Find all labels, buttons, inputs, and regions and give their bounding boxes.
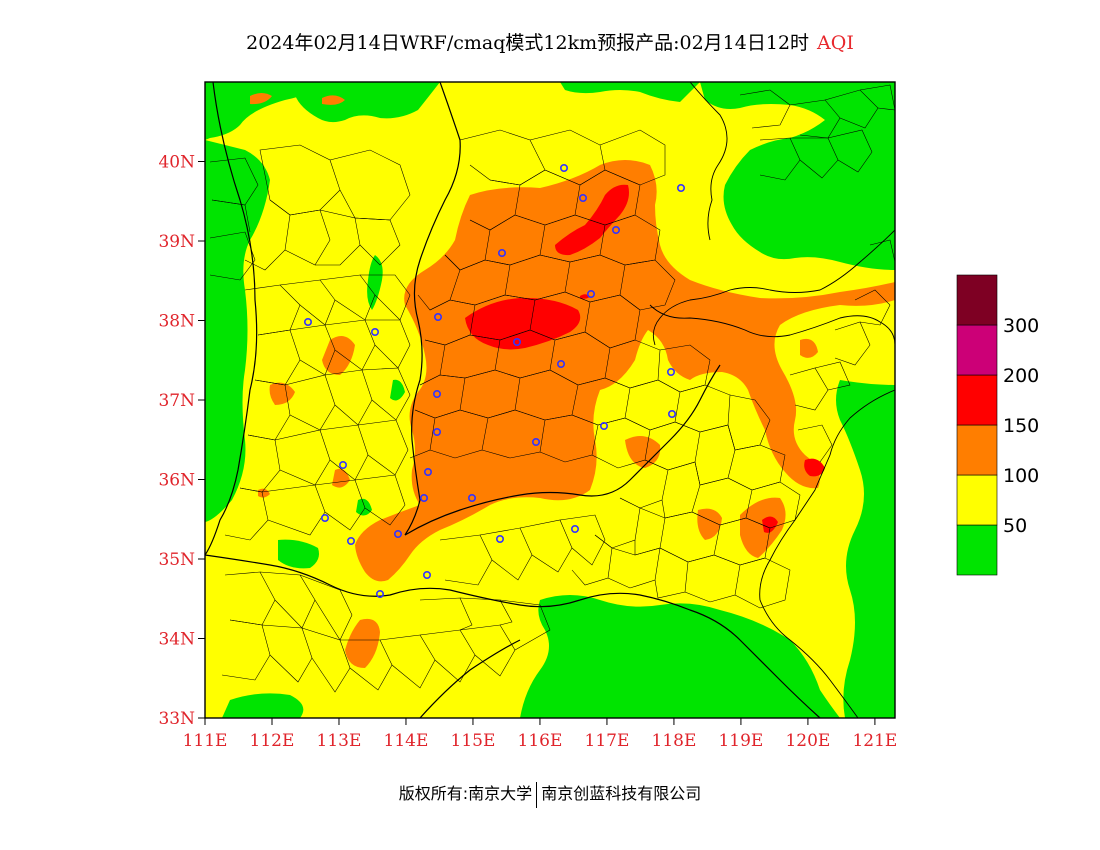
station-marker [586, 289, 595, 298]
lon-tick-label: 111E [183, 731, 228, 751]
aqi-legend: 50 100 150 200 300 [956, 274, 1039, 576]
station-marker [375, 589, 384, 598]
plot-area [205, 82, 895, 718]
legend-label: 300 [1003, 315, 1039, 337]
county-borders [209, 84, 895, 693]
station-marker [497, 249, 506, 258]
lat-tick-label: 34N [158, 630, 195, 650]
legend-label: 200 [1003, 365, 1039, 387]
copyright-owner: 版权所有:南京大学 [398, 784, 533, 803]
legend-swatch [956, 274, 998, 326]
station-marker [559, 164, 568, 173]
copyright-footer: 版权所有:南京大学 南京创蓝科技有限公司 [0, 780, 1100, 808]
legend-swatch [956, 374, 998, 426]
lat-tick-label: 39N [158, 232, 195, 252]
station-marker [599, 421, 608, 430]
monitoring-stations [303, 164, 685, 598]
legend-swatch [956, 324, 998, 376]
lon-tick-label: 118E [652, 731, 697, 751]
lat-tick-label: 37N [158, 391, 195, 411]
station-marker [667, 409, 676, 418]
lat-tick-label: 40N [158, 153, 195, 173]
copyright-company: 南京创蓝科技有限公司 [541, 784, 702, 803]
coastline [649, 82, 895, 718]
station-marker [666, 367, 675, 376]
station-marker [303, 317, 312, 326]
station-marker [433, 312, 442, 321]
station-marker [432, 427, 441, 436]
station-marker [338, 460, 347, 469]
lat-tick-label: 35N [158, 550, 195, 570]
footer-separator [536, 781, 538, 808]
lon-tick-label: 113E [317, 731, 362, 751]
legend-label: 50 [1003, 515, 1027, 537]
longitude-axis: 111E 112E 113E 114E 115E 116E 117E 118E 119E 120E… [183, 718, 897, 751]
station-marker [346, 536, 355, 545]
station-marker [495, 534, 504, 543]
station-marker [370, 327, 379, 336]
aqi-unhealthy-sensitive-zones [250, 93, 895, 668]
station-marker [676, 184, 685, 193]
legend-label: 100 [1003, 465, 1039, 487]
map-title: 2024年02月14日WRF/cmaq模式12km预报产品:02月14日12时 A… [0, 28, 1100, 55]
station-marker [422, 570, 431, 579]
legend-label: 150 [1003, 415, 1039, 437]
lon-tick-label: 115E [451, 731, 496, 751]
station-marker [531, 437, 540, 446]
station-marker [320, 513, 329, 522]
latitude-axis: 33N 34N 35N 36N 37N 38N 39N 40N [158, 153, 205, 729]
legend-swatch [956, 524, 998, 576]
station-marker [423, 467, 432, 476]
lon-tick-label: 119E [718, 731, 763, 751]
lat-tick-label: 33N [158, 709, 195, 729]
legend-swatch [956, 474, 998, 526]
lon-tick-label: 121E [852, 731, 897, 751]
lon-tick-label: 116E [518, 731, 563, 751]
station-marker [611, 226, 620, 235]
lon-tick-label: 114E [384, 731, 429, 751]
title-text: 2024年02月14日WRF/cmaq模式12km预报产品:02月14日12时 [246, 32, 810, 54]
station-marker [556, 359, 565, 368]
station-marker [512, 337, 521, 346]
lat-tick-label: 38N [158, 312, 195, 332]
aqi-unhealthy-zones [465, 184, 825, 533]
lon-tick-label: 120E [785, 731, 830, 751]
legend-swatch [956, 424, 998, 476]
station-marker [393, 529, 402, 538]
station-marker [570, 524, 579, 533]
lon-tick-label: 112E [250, 731, 295, 751]
station-marker [578, 194, 587, 203]
station-marker [432, 389, 441, 398]
title-variable: AQI [817, 32, 854, 54]
station-marker [419, 493, 428, 502]
aqi-good-zones [205, 82, 895, 718]
lon-tick-label: 117E [585, 731, 630, 751]
province-borders [205, 82, 821, 718]
station-marker [467, 493, 476, 502]
lat-tick-label: 36N [158, 471, 195, 491]
